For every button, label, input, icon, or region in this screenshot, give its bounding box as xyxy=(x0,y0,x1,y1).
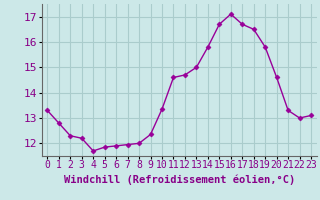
X-axis label: Windchill (Refroidissement éolien,°C): Windchill (Refroidissement éolien,°C) xyxy=(64,174,295,185)
